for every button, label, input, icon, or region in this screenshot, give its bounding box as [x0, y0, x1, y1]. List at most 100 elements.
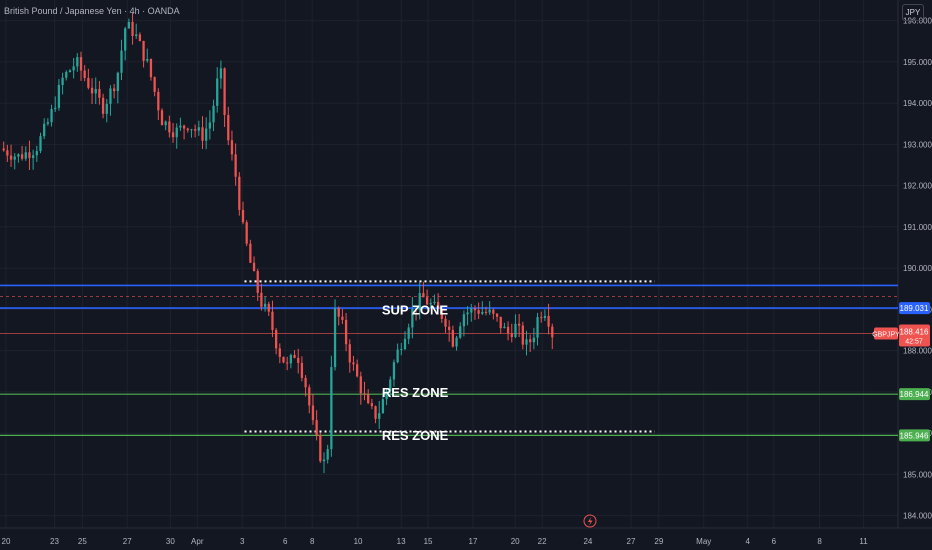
candle-body[interactable]: [186, 128, 189, 131]
candle-body[interactable]: [50, 109, 53, 123]
candle-body[interactable]: [146, 59, 149, 61]
candle-body[interactable]: [448, 326, 451, 331]
candle-body[interactable]: [249, 243, 252, 263]
candle-body[interactable]: [536, 317, 539, 338]
candle-body[interactable]: [193, 129, 197, 131]
candle-body[interactable]: [506, 326, 510, 334]
candle-body[interactable]: [473, 308, 477, 311]
candle-body[interactable]: [35, 151, 38, 156]
candle-body[interactable]: [54, 107, 57, 110]
candle-body[interactable]: [466, 312, 469, 315]
candle-body[interactable]: [46, 122, 50, 124]
candle-body[interactable]: [39, 136, 42, 152]
candle-body[interactable]: [551, 326, 554, 338]
candle-body[interactable]: [83, 70, 86, 78]
candle-body[interactable]: [389, 379, 392, 391]
candle-body[interactable]: [68, 70, 72, 72]
candle-body[interactable]: [322, 459, 326, 462]
candle-body[interactable]: [392, 362, 396, 380]
candle-body[interactable]: [208, 122, 212, 129]
candle-body[interactable]: [142, 40, 145, 61]
candle-body[interactable]: [31, 155, 35, 158]
candle-body[interactable]: [263, 303, 267, 307]
candle-body[interactable]: [256, 271, 259, 293]
candle-body[interactable]: [462, 314, 466, 327]
candle-body[interactable]: [525, 339, 528, 345]
candle-body[interactable]: [212, 105, 215, 123]
candle-body[interactable]: [223, 68, 226, 115]
candle-body[interactable]: [481, 311, 484, 314]
candle-body[interactable]: [171, 132, 175, 138]
candle-body[interactable]: [245, 222, 248, 244]
candle-body[interactable]: [367, 394, 370, 404]
candle-body[interactable]: [205, 128, 208, 141]
candle-body[interactable]: [492, 309, 495, 314]
candle-body[interactable]: [543, 315, 547, 319]
candle-body[interactable]: [230, 140, 234, 155]
candle-body[interactable]: [271, 311, 274, 331]
candle-body[interactable]: [201, 127, 204, 141]
candle-body[interactable]: [138, 34, 142, 41]
candle-body[interactable]: [252, 262, 256, 272]
candle-body[interactable]: [407, 327, 410, 339]
candle-body[interactable]: [315, 420, 318, 436]
candle-body[interactable]: [540, 317, 543, 319]
candle-body[interactable]: [28, 152, 31, 158]
candle-body[interactable]: [341, 316, 344, 320]
candle-body[interactable]: [153, 77, 156, 92]
candle-body[interactable]: [168, 121, 171, 133]
candle-body[interactable]: [289, 354, 293, 364]
candle-body[interactable]: [190, 129, 193, 131]
candle-body[interactable]: [105, 103, 108, 114]
candle-body[interactable]: [293, 354, 296, 358]
candle-body[interactable]: [43, 123, 46, 137]
candle-body[interactable]: [24, 152, 27, 159]
candle-body[interactable]: [436, 301, 440, 310]
candle-body[interactable]: [278, 348, 281, 357]
candle-body[interactable]: [385, 390, 388, 400]
currency-button[interactable]: JPY: [902, 4, 924, 21]
candle-body[interactable]: [20, 154, 24, 159]
candle-body[interactable]: [260, 292, 263, 307]
candle-body[interactable]: [547, 315, 550, 327]
candle-body[interactable]: [61, 77, 64, 85]
candle-body[interactable]: [403, 338, 407, 350]
candle-body[interactable]: [76, 57, 79, 67]
candle-body[interactable]: [359, 376, 362, 394]
candle-body[interactable]: [9, 155, 13, 160]
candle-body[interactable]: [488, 309, 491, 313]
candle-body[interactable]: [477, 310, 480, 314]
candle-body[interactable]: [216, 78, 219, 106]
candle-body[interactable]: [175, 127, 178, 138]
candle-body[interactable]: [179, 125, 182, 128]
candle-body[interactable]: [348, 344, 351, 363]
candle-body[interactable]: [135, 34, 138, 37]
candle-body[interactable]: [418, 293, 421, 311]
candle-body[interactable]: [510, 333, 513, 338]
candle-body[interactable]: [90, 87, 94, 94]
candle-body[interactable]: [337, 308, 340, 317]
candle-body[interactable]: [326, 449, 329, 460]
candle-body[interactable]: [238, 176, 241, 210]
candle-body[interactable]: [274, 330, 278, 349]
candle-body[interactable]: [197, 127, 200, 131]
candle-body[interactable]: [112, 88, 116, 92]
candle-body[interactable]: [286, 362, 289, 364]
candle-body[interactable]: [396, 349, 399, 363]
candle-body[interactable]: [444, 318, 447, 327]
candle-body[interactable]: [149, 59, 153, 78]
candle-body[interactable]: [333, 308, 337, 368]
candle-body[interactable]: [13, 156, 16, 160]
candle-body[interactable]: [455, 337, 458, 347]
candle-body[interactable]: [182, 125, 186, 129]
candle-body[interactable]: [400, 349, 403, 351]
candle-body[interactable]: [521, 325, 524, 345]
candle-body[interactable]: [17, 154, 20, 157]
candle-body[interactable]: [131, 21, 134, 37]
candle-body[interactable]: [411, 308, 414, 328]
candle-body[interactable]: [2, 148, 5, 151]
lightning-icon[interactable]: [583, 514, 597, 528]
candle-body[interactable]: [470, 308, 473, 313]
candle-body[interactable]: [267, 303, 270, 312]
candle-body[interactable]: [6, 150, 9, 156]
